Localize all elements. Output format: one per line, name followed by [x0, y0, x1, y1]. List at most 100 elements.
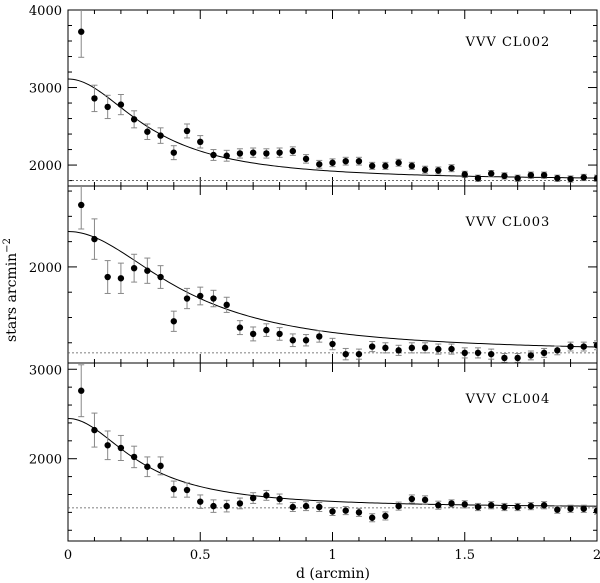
data-point: [91, 218, 98, 260]
data-marker: [435, 167, 442, 174]
data-point: [382, 511, 389, 521]
data-point: [78, 10, 85, 58]
data-marker: [210, 151, 217, 159]
data-point: [144, 456, 151, 478]
data-marker: [527, 171, 535, 179]
data-marker: [223, 301, 230, 309]
data-marker: [104, 103, 111, 111]
data-marker: [474, 503, 482, 511]
data-point: [342, 156, 349, 166]
data-marker: [501, 172, 508, 180]
data-point: [593, 174, 597, 182]
data-point: [263, 489, 270, 501]
data-marker: [368, 343, 376, 350]
data-marker: [408, 495, 416, 503]
data-point: [514, 353, 521, 363]
data-point: [157, 127, 164, 144]
data-point: [104, 260, 111, 294]
data-marker: [130, 116, 138, 123]
data-point: [435, 343, 442, 355]
data-point: [474, 347, 482, 359]
data-point: [342, 347, 349, 361]
data-point: [421, 165, 429, 174]
data-marker: [249, 330, 257, 338]
data-marker: [421, 496, 429, 504]
data-marker: [461, 171, 468, 178]
data-marker: [593, 507, 597, 514]
data-point: [78, 364, 85, 418]
data-point: [316, 502, 323, 512]
data-marker: [514, 503, 521, 511]
data-marker: [567, 343, 574, 350]
panel-plot-area: [68, 186, 597, 363]
data-marker: [448, 345, 455, 353]
data-point: [236, 497, 244, 510]
data-point: [316, 159, 323, 169]
data-point: [302, 334, 310, 347]
data-marker: [355, 350, 363, 358]
data-marker: [395, 159, 402, 166]
data-point: [527, 502, 535, 511]
data-marker: [329, 159, 336, 166]
data-marker: [302, 337, 310, 344]
data-marker: [316, 333, 323, 340]
panel-2: 2000 VVV CL003: [29, 185, 598, 364]
panel-label: VVV CL003: [465, 215, 551, 230]
data-marker: [355, 509, 363, 516]
data-marker: [197, 138, 204, 146]
data-marker: [302, 502, 310, 510]
data-point: [144, 257, 151, 284]
data-marker: [263, 150, 270, 157]
data-marker: [144, 463, 151, 470]
data-marker: [514, 354, 521, 362]
data-point: [395, 344, 402, 356]
panel-label: VVV CL004: [465, 392, 551, 407]
data-point: [91, 84, 98, 113]
data-point: [435, 500, 442, 510]
y-axis-title-exponent: −2: [2, 238, 13, 253]
data-point: [540, 347, 548, 358]
data-marker: [210, 295, 217, 302]
data-point: [276, 147, 283, 158]
data-marker: [130, 264, 138, 272]
data-marker: [183, 486, 191, 494]
y-axis-title-text: stars arcmin: [4, 253, 20, 342]
data-point: [567, 341, 574, 352]
panel-3: 2000 3000 VVV CL004: [29, 362, 598, 542]
data-point: [368, 341, 376, 353]
data-point: [117, 434, 125, 461]
profile-fit-curve: [68, 417, 597, 507]
data-marker: [78, 387, 85, 394]
data-point: [355, 507, 363, 517]
data-marker: [144, 267, 151, 274]
data-point: [567, 504, 574, 513]
data-point: [249, 147, 257, 158]
data-point: [501, 502, 508, 512]
data-point: [249, 492, 257, 504]
data-point: [183, 287, 191, 310]
data-marker: [580, 174, 587, 181]
data-point: [117, 262, 125, 294]
data-point: [302, 154, 310, 164]
data-marker: [263, 326, 270, 334]
data-marker: [355, 157, 363, 165]
data-point: [223, 296, 230, 313]
data-point: [488, 348, 495, 360]
data-marker: [527, 502, 535, 510]
data-marker: [183, 127, 191, 135]
data-point: [236, 320, 244, 336]
data-marker: [580, 343, 587, 350]
data-marker: [157, 132, 164, 139]
data-marker: [342, 350, 349, 358]
data-marker: [91, 426, 98, 434]
data-point: [448, 343, 455, 355]
y-tick-label: 3000: [29, 363, 62, 378]
panel-1: 2000 3000 4000 VVV CL002: [29, 4, 598, 187]
data-point: [501, 172, 508, 180]
data-marker: [91, 235, 98, 243]
data-point: [501, 353, 508, 363]
data-point: [514, 174, 521, 182]
data-marker: [368, 514, 376, 521]
data-point: [421, 495, 429, 505]
data-point: [104, 94, 111, 120]
